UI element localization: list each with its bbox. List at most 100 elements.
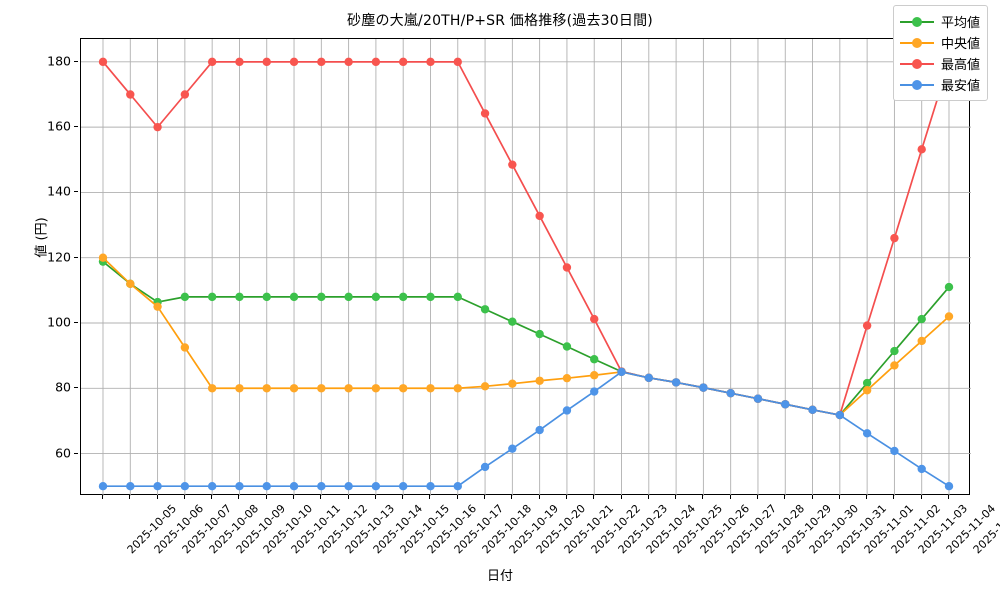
data-point <box>862 378 872 388</box>
data-point <box>344 57 353 67</box>
data-point <box>480 109 490 118</box>
legend-item-1[interactable]: 平均値 <box>899 11 980 32</box>
data-point <box>617 367 626 377</box>
data-point <box>344 384 353 393</box>
x-tick-mark <box>702 495 704 499</box>
data-point <box>289 482 299 491</box>
data-point <box>590 371 599 380</box>
data-point <box>644 373 654 383</box>
x-tick-mark <box>238 495 240 499</box>
data-point <box>480 305 490 314</box>
y-tick-mark <box>74 321 78 323</box>
data-point <box>426 292 435 302</box>
x-tick-mark <box>565 495 567 499</box>
data-point <box>535 329 544 339</box>
x-tick-mark <box>893 495 895 499</box>
data-point <box>317 482 326 491</box>
y-tick-mark <box>74 126 78 128</box>
data-point <box>289 57 299 67</box>
data-point <box>235 57 244 67</box>
x-tick-mark <box>265 495 267 499</box>
data-point <box>944 312 954 321</box>
x-tick-mark <box>675 495 677 499</box>
series-1 <box>98 257 954 420</box>
x-tick-mark <box>402 495 404 499</box>
x-tick-mark <box>320 495 322 499</box>
y-tick-label: 100 <box>47 314 71 330</box>
legend-label: 最安値 <box>940 79 980 94</box>
data-point <box>890 233 899 243</box>
x-tick-mark <box>129 495 131 499</box>
data-point <box>508 160 517 169</box>
data-point <box>153 302 162 311</box>
data-point <box>508 317 517 326</box>
data-point <box>917 336 926 346</box>
data-point <box>453 292 462 302</box>
data-point <box>289 384 299 393</box>
x-tick-mark <box>183 495 185 499</box>
data-point <box>235 384 244 393</box>
y-axis-ticks: 60 80 100 120 140 160 180 <box>0 38 78 495</box>
data-point <box>126 90 135 99</box>
data-point <box>98 57 108 67</box>
legend-label: 中央値 <box>940 37 980 52</box>
data-point <box>944 482 954 491</box>
y-tick-label: 60 <box>55 445 71 461</box>
x-tick-mark <box>211 495 213 499</box>
x-tick-mark <box>784 495 786 499</box>
data-point <box>590 387 599 396</box>
y-tick-label: 140 <box>47 183 71 199</box>
data-point <box>344 292 353 302</box>
data-point <box>426 57 435 67</box>
data-point <box>126 482 135 491</box>
data-point <box>180 343 190 352</box>
data-point <box>862 321 872 330</box>
data-point <box>262 384 271 393</box>
legend-item-4[interactable]: 最安値 <box>899 74 980 95</box>
x-tick-mark <box>347 495 349 499</box>
legend-item-2[interactable]: 中央値 <box>899 32 980 53</box>
x-tick-mark <box>866 495 868 499</box>
data-point <box>317 384 326 393</box>
series-line <box>102 256 950 416</box>
data-point <box>153 122 162 132</box>
y-tick-label: 80 <box>55 379 71 395</box>
data-point <box>453 57 462 67</box>
data-point <box>535 425 544 435</box>
data-point <box>398 482 408 491</box>
x-tick-mark <box>920 495 922 499</box>
x-tick-mark <box>156 495 158 499</box>
data-point <box>562 342 572 351</box>
y-tick-mark <box>74 452 78 454</box>
data-point <box>944 282 954 292</box>
data-point <box>917 314 926 324</box>
data-point <box>371 57 381 67</box>
x-tick-mark <box>838 495 840 499</box>
legend-item-3[interactable]: 最高値 <box>899 53 980 74</box>
data-point <box>671 378 681 387</box>
chart-title: 砂塵の大嵐/20TH/P+SR 価格推移(過去30日間) <box>347 13 653 29</box>
x-tick-mark <box>593 495 595 499</box>
data-point <box>917 464 926 474</box>
y-tick-mark <box>74 191 78 193</box>
data-point <box>890 346 899 356</box>
x-tick-mark <box>429 495 431 499</box>
data-point <box>862 429 872 438</box>
data-point <box>590 355 599 364</box>
series-line <box>102 371 950 488</box>
data-point <box>207 482 217 491</box>
series-4 <box>98 367 954 491</box>
data-point <box>753 394 763 403</box>
y-tick-mark <box>74 256 78 258</box>
x-tick-mark <box>811 495 813 499</box>
series-line <box>102 260 950 416</box>
data-point <box>235 292 244 302</box>
data-point <box>398 292 408 302</box>
data-point <box>371 482 381 491</box>
data-point <box>371 292 381 302</box>
data-point <box>317 292 326 302</box>
legend-swatch-icon <box>899 78 934 92</box>
x-axis-label: 日付 <box>486 569 513 584</box>
data-point <box>508 379 517 388</box>
